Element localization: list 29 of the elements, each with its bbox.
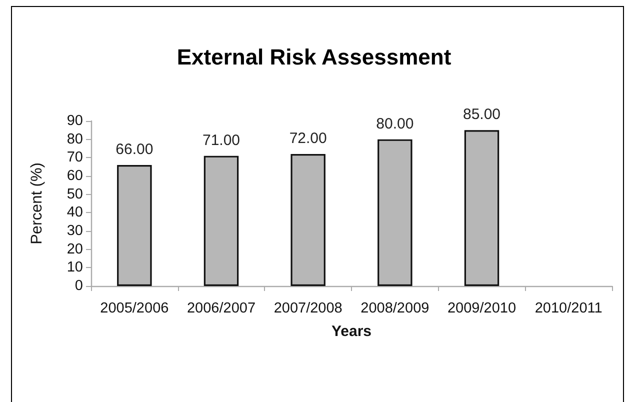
y-axis-title: Percent (%) (28, 162, 46, 244)
bar (378, 139, 412, 286)
data-label: 85.00 (462, 106, 501, 124)
data-label: 72.00 (289, 130, 327, 147)
y-tick-label: 30 (66, 223, 83, 239)
x-tick-label: 2005/2006 (100, 300, 169, 316)
data-label: 80.00 (376, 115, 414, 132)
bar (204, 156, 239, 286)
y-tick-label: 50 (66, 186, 83, 202)
bar (290, 154, 326, 286)
y-tick-label: 40 (66, 204, 83, 221)
bar (117, 165, 152, 286)
bar (464, 130, 500, 286)
x-tick-label: 2007/2008 (274, 300, 342, 316)
x-axis-title: Years (331, 323, 372, 340)
x-tick-label: 2006/2007 (186, 300, 256, 316)
y-tick-label: 0 (74, 278, 83, 294)
data-label: 71.00 (202, 132, 240, 149)
y-tick-label: 70 (66, 150, 83, 166)
y-tick-label: 10 (66, 260, 83, 276)
y-tick-label: 80 (66, 131, 83, 148)
chart-title: External Risk Assessment (176, 44, 452, 70)
y-tick-label: 20 (66, 241, 83, 258)
x-tick-label: 2010/2011 (534, 300, 602, 316)
y-tick-label: 90 (66, 113, 83, 129)
y-tick-label: 60 (66, 168, 83, 184)
x-tick-label: 2008/2009 (360, 300, 430, 316)
x-tick-label: 2009/2010 (447, 300, 516, 316)
data-label: 66.00 (116, 141, 154, 158)
